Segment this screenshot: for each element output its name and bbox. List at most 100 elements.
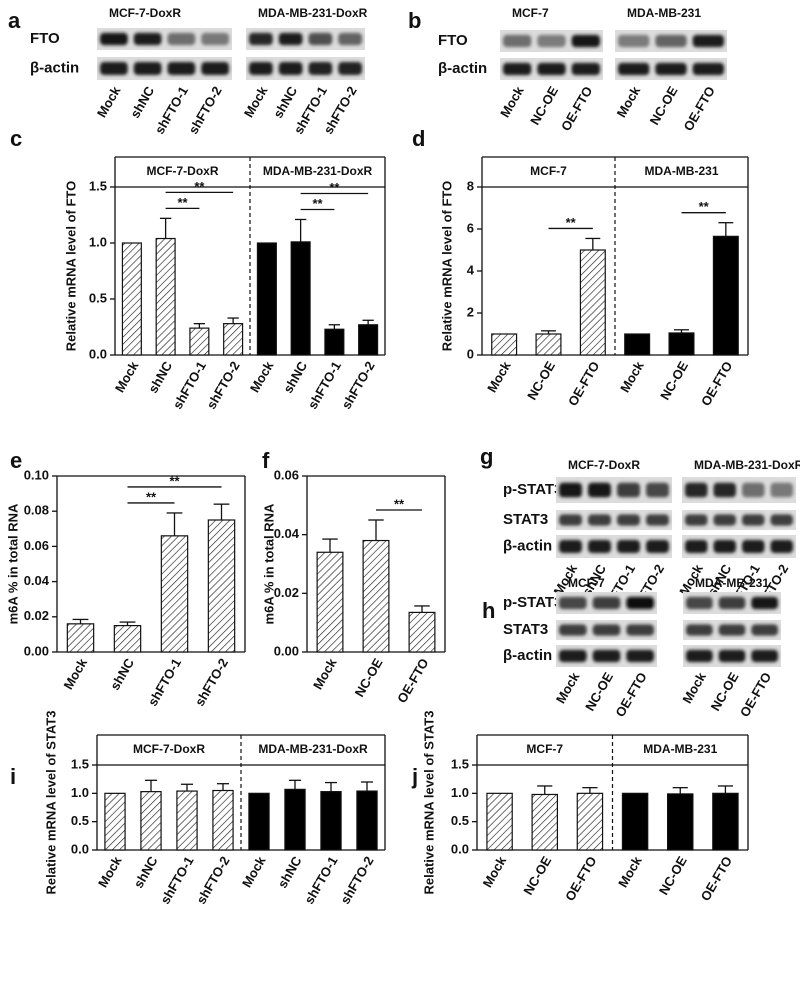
blot-background (246, 57, 365, 80)
blot-band (692, 34, 724, 48)
x-tick-label: Mock (247, 358, 277, 395)
blot-band (618, 62, 650, 76)
panel-letter: e (10, 448, 22, 473)
panel-letter: c (10, 126, 22, 151)
lane-label: shNC (270, 83, 300, 120)
blot-row-label: β-actin (438, 60, 487, 77)
bar (491, 333, 518, 356)
blot-band (713, 482, 736, 498)
blot-row-label: STAT3 (503, 511, 548, 528)
blot-band (592, 649, 621, 663)
x-tick-label: shFTO-1 (157, 854, 196, 907)
blot-band (742, 482, 765, 498)
blot-band (742, 540, 765, 553)
blot-band (618, 34, 650, 48)
bar (408, 611, 436, 653)
blot-band (751, 624, 778, 636)
bar (624, 333, 651, 356)
blot-row-label: β-actin (503, 647, 552, 664)
y-tick-label: 0.06 (274, 467, 299, 482)
panel-letter: d (412, 126, 425, 151)
bar (284, 788, 306, 851)
bar (324, 328, 345, 356)
panel-letter: i (10, 764, 16, 789)
blot-band (686, 596, 713, 610)
blot-band (278, 62, 303, 75)
blot-band (503, 34, 532, 48)
blot-band (646, 514, 669, 526)
lane-label: NC-OE (708, 669, 742, 713)
y-tick-label: 0.0 (71, 841, 89, 856)
bar (576, 792, 604, 851)
blot-band (100, 62, 128, 75)
y-tick-label: 0.5 (451, 813, 469, 828)
blot-row-label: β-actin (30, 59, 79, 76)
x-tick-label: Mock (239, 853, 269, 890)
group-label: MCF-7-DoxR (133, 742, 205, 756)
x-tick-label: NC-OE (657, 358, 691, 402)
blot-band (770, 514, 793, 526)
blot-band (559, 624, 587, 636)
significance-label: ** (169, 473, 180, 488)
blot-background (97, 28, 232, 50)
bar (248, 792, 270, 851)
x-tick-label: shFTO-1 (301, 854, 340, 907)
bar (189, 327, 210, 356)
blot-background (246, 28, 365, 50)
blot-group-label: MDA-MB-231 (695, 576, 769, 590)
blot-group-label: MCF-7-DoxR (109, 6, 181, 20)
blot-band (718, 596, 746, 610)
bar (290, 241, 311, 356)
significance-label: ** (329, 180, 340, 195)
bar (104, 792, 126, 851)
blot-row-label: p-STAT3 (503, 481, 562, 498)
group-label: MDA-MB-231-DoxR (258, 742, 368, 756)
group-label: MCF-7 (530, 164, 567, 178)
blot-background (97, 57, 232, 80)
blot-band (685, 514, 708, 526)
blot-band (133, 62, 162, 75)
y-tick-label: 0.04 (24, 573, 50, 588)
blot-band (692, 62, 724, 76)
group-label: MCF-7-DoxR (147, 164, 219, 178)
x-tick-label: Mock (95, 853, 125, 890)
blot-band (559, 596, 587, 610)
blot-group-label: MCF-7-DoxR (568, 458, 640, 472)
blot-band (770, 540, 793, 553)
x-tick-label: shNC (145, 358, 175, 395)
y-tick-label: 0.5 (89, 290, 107, 305)
blot-band (588, 482, 611, 498)
significance-label: ** (146, 489, 157, 504)
blot-band (685, 482, 708, 498)
lane-label: OE-FTO (558, 84, 595, 134)
bar (621, 792, 649, 851)
blot-band (537, 34, 566, 48)
x-tick-label: NC-OE (524, 358, 558, 402)
group-label: MDA-MB-231 (643, 742, 717, 756)
y-axis-label: Relative mRNA level of STAT3 (43, 711, 58, 895)
bar (358, 324, 379, 356)
bar (155, 237, 176, 356)
bar (66, 623, 95, 653)
bar (356, 790, 378, 851)
y-axis-label: Relative mRNA level of FTO (439, 181, 454, 352)
x-tick-label: Mock (310, 655, 340, 692)
x-tick-label: Mock (112, 358, 142, 395)
x-tick-label: NC-OE (520, 853, 554, 897)
panel-letter: f (262, 448, 270, 473)
bar (579, 249, 606, 356)
blot-band (167, 32, 196, 46)
blot-band (537, 62, 566, 76)
lane-label: shNC (127, 83, 157, 120)
bar (160, 535, 189, 653)
lane-label: Mock (497, 83, 527, 120)
blot-band (592, 624, 621, 636)
lane-label: Mock (94, 83, 124, 120)
y-tick-label: 0.04 (274, 526, 300, 541)
lane-label: shFTO-2 (185, 84, 224, 137)
bar (535, 333, 562, 356)
x-tick-label: shNC (131, 853, 161, 890)
x-tick-label: shNC (107, 655, 137, 692)
blot-row-label: FTO (438, 32, 468, 49)
